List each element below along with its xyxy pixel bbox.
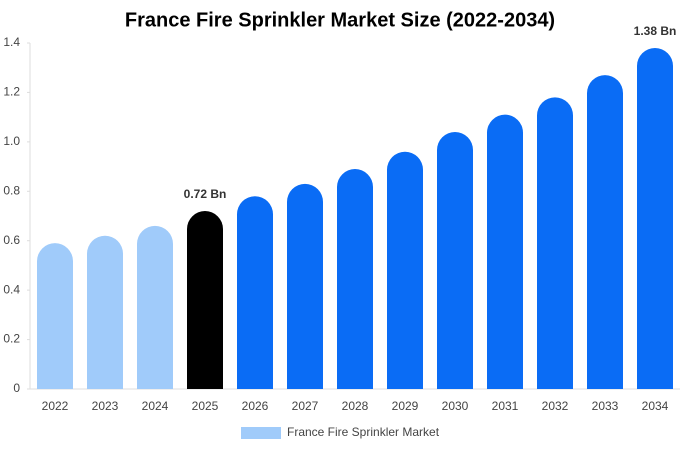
y-tick-label: 0.6 (3, 233, 20, 247)
y-tick-label: 1.4 (3, 35, 20, 49)
bar (187, 211, 223, 389)
bar (287, 183, 323, 389)
legend-label: France Fire Sprinkler Market (287, 425, 440, 439)
bar (587, 75, 623, 389)
x-tick-label: 2029 (392, 399, 419, 413)
x-tick-label: 2033 (592, 399, 619, 413)
y-tick-label: 1.0 (3, 134, 20, 148)
bar (537, 97, 573, 389)
x-tick-label: 2028 (342, 399, 369, 413)
bar (637, 47, 673, 389)
x-tick-label: 2026 (242, 399, 269, 413)
bar (387, 151, 423, 389)
y-tick-label: 0.4 (3, 282, 20, 296)
bar (237, 196, 273, 389)
bar (37, 243, 73, 389)
x-tick-label: 2025 (192, 399, 219, 413)
chart-title: France Fire Sprinkler Market Size (2022-… (125, 9, 555, 31)
bar (137, 225, 173, 389)
x-tick-label: 2030 (442, 399, 469, 413)
x-tick-label: 2027 (292, 399, 319, 413)
bar (337, 169, 373, 389)
x-tick-label: 2022 (42, 399, 69, 413)
y-tick-label: 1.2 (3, 85, 20, 99)
legend-swatch (241, 427, 281, 439)
x-tick-label: 2031 (492, 399, 519, 413)
x-tick-label: 2024 (142, 399, 169, 413)
data-label: 1.38 Bn (634, 24, 677, 38)
y-tick-label: 0.2 (3, 332, 20, 346)
x-tick-label: 2032 (542, 399, 569, 413)
bar (87, 235, 123, 389)
bar (487, 114, 523, 389)
bar (437, 131, 473, 389)
data-label: 0.72 Bn (184, 187, 227, 201)
x-tick-label: 2034 (642, 399, 669, 413)
x-tick-label: 2023 (92, 399, 119, 413)
y-tick-label: 0 (13, 381, 20, 395)
y-tick-label: 0.8 (3, 183, 20, 197)
